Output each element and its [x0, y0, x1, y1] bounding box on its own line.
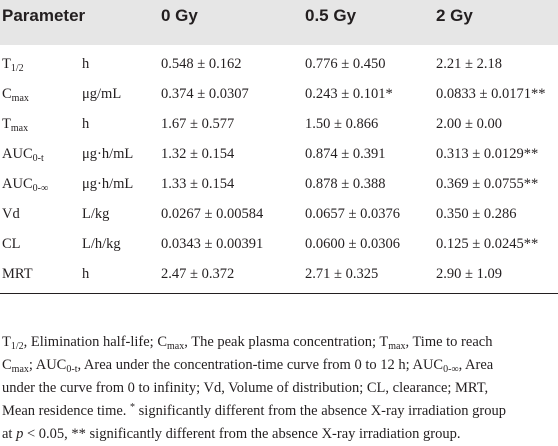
- value-05gy-cell: 0.776 ± 0.450: [305, 56, 386, 72]
- table-header-row: Parameter 0 Gy 0.5 Gy 2 Gy: [0, 0, 558, 45]
- table-row: CL L/h/kg 0.0343 ± 0.00391 0.0600 ± 0.0306 0…: [0, 231, 558, 261]
- parameter-cell: MRT: [2, 266, 33, 282]
- footnote-line: Mean residence time. * significantly dif…: [2, 402, 506, 420]
- value-05gy-cell: 0.243 ± 0.101*: [305, 86, 393, 102]
- unit-cell: μg/mL: [82, 86, 122, 102]
- unit-cell: h: [82, 56, 90, 72]
- value-0gy-cell: 2.47 ± 0.372: [161, 266, 235, 282]
- value-2gy-cell: 0.369 ± 0.0755**: [436, 176, 539, 192]
- parameter-cell: Vd: [2, 206, 20, 222]
- unit-cell: μg·h/mL: [82, 146, 134, 162]
- parameter-cell: Tmax: [2, 116, 29, 134]
- table-bottom-rule: [0, 293, 558, 294]
- unit-cell: L/kg: [82, 206, 110, 222]
- parameter-cell: Cmax: [2, 86, 29, 104]
- value-0gy-cell: 0.548 ± 0.162: [161, 56, 242, 72]
- value-05gy-cell: 0.0657 ± 0.0376: [305, 206, 400, 222]
- value-2gy-cell: 0.350 ± 0.286: [436, 206, 517, 222]
- value-2gy-cell: 2.21 ± 2.18: [436, 56, 502, 72]
- value-0gy-cell: 0.374 ± 0.0307: [161, 86, 249, 102]
- unit-cell: μg·h/mL: [82, 176, 134, 192]
- value-0gy-cell: 1.67 ± 0.577: [161, 116, 235, 132]
- value-0gy-cell: 1.33 ± 0.154: [161, 176, 235, 192]
- value-2gy-cell: 2.90 ± 1.09: [436, 266, 502, 282]
- footnote-line: under the curve from 0 to infinity; Vd, …: [2, 380, 489, 396]
- value-2gy-cell: 2.00 ± 0.00: [436, 116, 502, 132]
- value-05gy-cell: 0.0600 ± 0.0306: [305, 236, 400, 252]
- parameter-cell: T1/2: [2, 56, 24, 74]
- value-05gy-cell: 0.874 ± 0.391: [305, 146, 386, 162]
- table-row: T1/2 h 0.548 ± 0.162 0.776 ± 0.450 2.21 ± 2.…: [0, 51, 558, 81]
- value-2gy-cell: 0.313 ± 0.0129**: [436, 146, 539, 162]
- value-2gy-cell: 0.125 ± 0.0245**: [436, 236, 539, 252]
- footnote-line: at p < 0.05, ** significantly different …: [2, 426, 461, 442]
- parameter-cell: AUC0-t: [2, 146, 44, 164]
- unit-cell: h: [82, 116, 90, 132]
- table-row: Cmax μg/mL 0.374 ± 0.0307 0.243 ± 0.101* 0.0…: [0, 81, 558, 111]
- unit-cell: h: [82, 266, 90, 282]
- value-0gy-cell: 0.0267 ± 0.00584: [161, 206, 264, 222]
- header-05gy: 0.5 Gy: [305, 6, 357, 25]
- unit-cell: L/h/kg: [82, 236, 121, 252]
- footnote-line: T1/2, Elimination half-life; Cmax, The p…: [2, 334, 493, 352]
- header-2gy: 2 Gy: [436, 6, 473, 25]
- value-2gy-cell: 0.0833 ± 0.0171**: [436, 86, 546, 102]
- table-row: MRT h 2.47 ± 0.372 2.71 ± 0.325 2.90 ± 1.09: [0, 261, 558, 291]
- value-05gy-cell: 0.878 ± 0.388: [305, 176, 386, 192]
- parameter-cell: CL: [2, 236, 21, 252]
- table-footnote: T1/2, Elimination half-life; Cmax, The p…: [2, 331, 554, 446]
- header-parameter: Parameter: [2, 6, 86, 25]
- value-05gy-cell: 1.50 ± 0.866: [305, 116, 379, 132]
- table-row: AUC0-t μg·h/mL 1.32 ± 0.154 0.874 ± 0.391 0.…: [0, 141, 558, 171]
- value-0gy-cell: 0.0343 ± 0.00391: [161, 236, 264, 252]
- header-0gy: 0 Gy: [161, 6, 198, 25]
- value-0gy-cell: 1.32 ± 0.154: [161, 146, 235, 162]
- value-05gy-cell: 2.71 ± 0.325: [305, 266, 379, 282]
- table-row: Tmax h 1.67 ± 0.577 1.50 ± 0.866 2.00 ± 0.00: [0, 111, 558, 141]
- parameter-cell: AUC0-∞: [2, 176, 49, 194]
- table-row: AUC0-∞ μg·h/mL 1.33 ± 0.154 0.878 ± 0.388 0.…: [0, 171, 558, 201]
- footnote-line: Cmax; AUC0-t, Area under the concentrati…: [2, 357, 494, 375]
- table-row: Vd L/kg 0.0267 ± 0.00584 0.0657 ± 0.0376 0.3…: [0, 201, 558, 231]
